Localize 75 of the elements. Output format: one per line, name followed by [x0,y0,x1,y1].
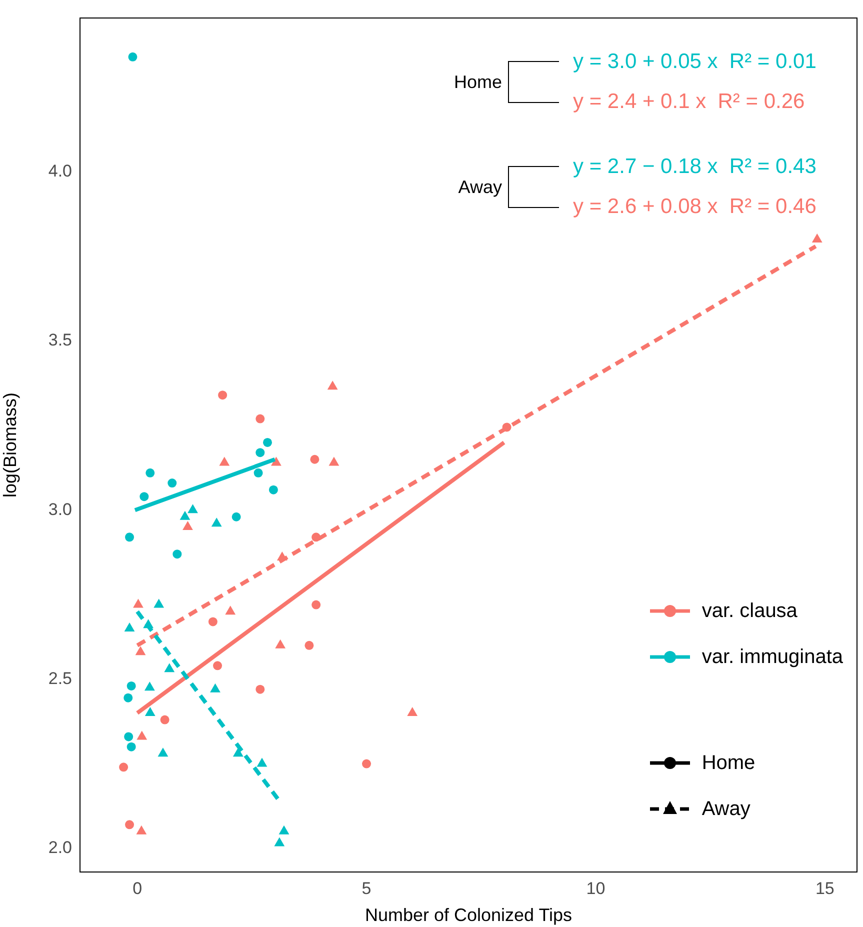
annotation: y = 3.0 + 0.05 x R² = 0.01 [573,49,816,75]
point [128,52,138,62]
point [268,485,278,494]
point [144,682,155,691]
y-tick-label: 2.0 [48,838,72,858]
point [275,639,286,648]
point [124,732,134,742]
point [125,820,134,830]
point [140,492,149,502]
point [256,414,265,424]
point [219,456,230,466]
x-axis-title: Number of Colonized Tips [364,905,572,926]
x-tick-label: 0 [132,878,142,898]
point [188,504,198,514]
annotation: y = 2.4 + 0.1 x R² = 0.26 [573,89,806,115]
point [154,598,164,608]
point [225,606,236,615]
y-tick-label: 2.5 [48,668,72,688]
point [362,759,372,768]
point [135,646,146,656]
point [232,512,241,522]
y-tick-label: 3.0 [48,500,72,519]
point [218,390,228,400]
point [136,730,148,740]
y-tick-label: 4.0 [48,162,72,181]
point [133,598,144,608]
point [164,663,175,672]
point [124,693,133,702]
point [327,380,338,390]
annotation: Away [457,176,502,198]
x-tick-label: 10 [586,878,606,898]
point [232,748,244,757]
point [172,550,182,559]
legend-label: Home [702,752,756,774]
point [271,456,282,466]
legend-label: Away [702,798,750,820]
point [126,681,136,690]
point [158,748,168,757]
point [407,707,418,716]
point [182,521,193,530]
point [256,684,265,694]
annotation: y = 2.6 + 0.08 x R² = 0.46 [573,194,816,220]
point [213,661,222,670]
point [146,468,155,478]
point [262,438,272,447]
point [119,762,128,772]
point [125,532,134,542]
point [256,448,265,458]
point [274,837,285,846]
point [124,622,135,632]
y-axis-title: log(Biomass) [0,392,20,498]
y-tick-label: 3.5 [48,330,72,350]
point [254,468,263,478]
annotation: y = 2.7 − 0.18 x R² = 0.43 [573,154,816,180]
point [278,825,290,834]
point [256,758,268,767]
point [312,600,321,610]
point [160,715,170,724]
legend-label: var. clausa [702,600,798,622]
point [208,617,218,626]
annotation: Home [452,72,502,92]
x-tick-label: 15 [815,878,834,898]
point [211,518,222,527]
point [168,478,177,488]
point [210,683,220,692]
point [310,454,320,464]
point [136,825,147,834]
point [812,234,822,243]
x-tick-label: 5 [362,878,372,898]
point [328,456,340,466]
point [126,742,136,752]
point [304,640,314,650]
point [144,707,156,716]
legend-label: var. immuginata [702,646,843,668]
point [180,510,190,520]
